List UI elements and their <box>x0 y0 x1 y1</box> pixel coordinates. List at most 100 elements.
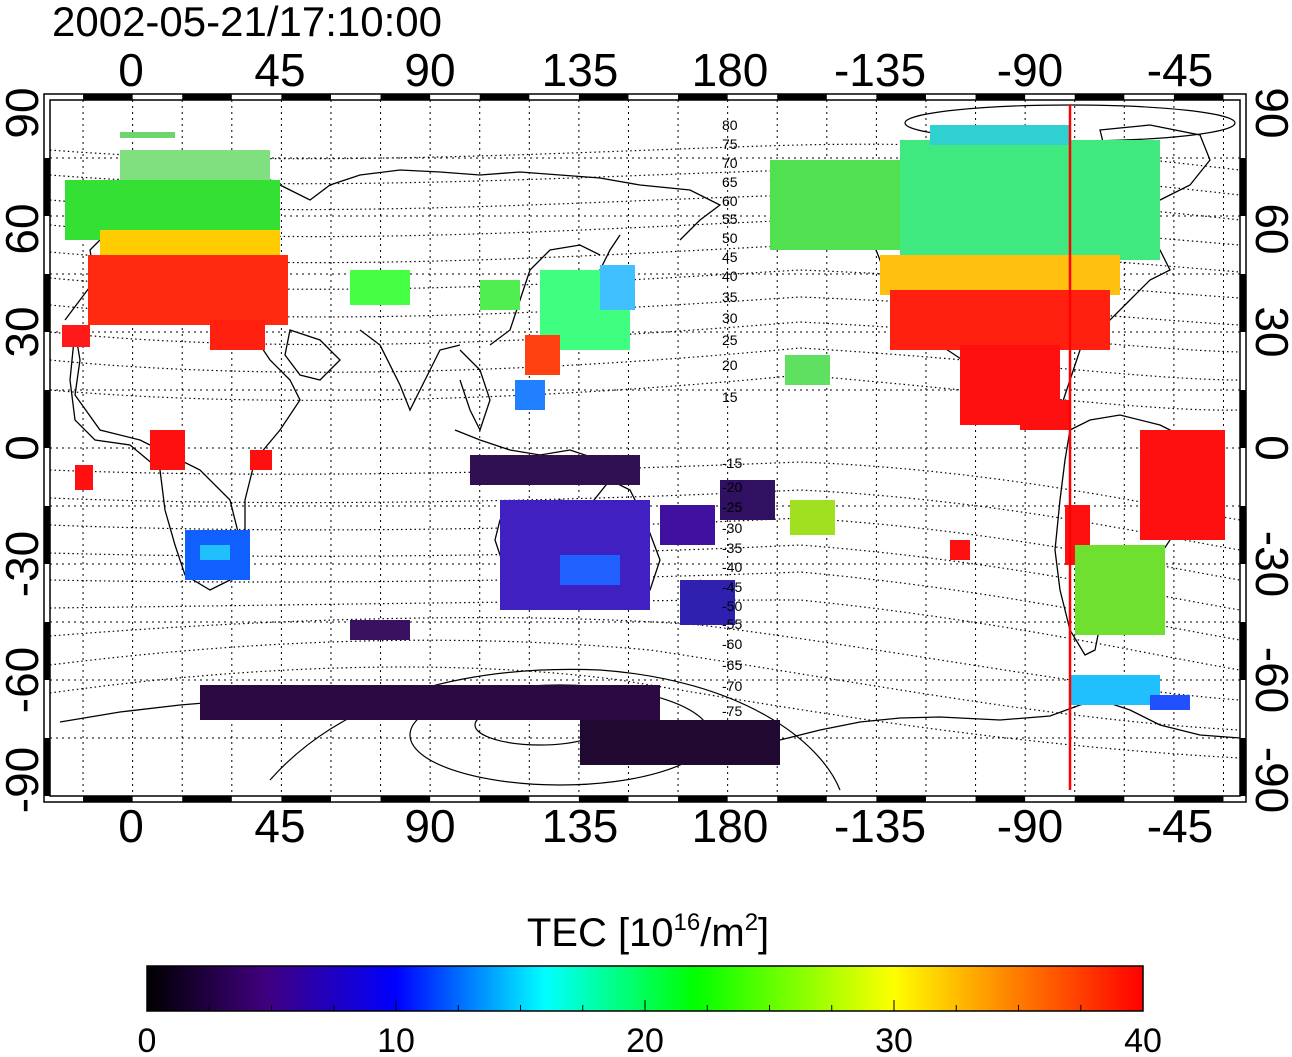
frame-tick-bar <box>1074 796 1125 802</box>
top-lon-label: 45 <box>254 44 305 96</box>
tec-patch <box>770 160 900 250</box>
frame-tick-bar <box>281 94 331 100</box>
tec-patch <box>100 230 280 255</box>
mag-lat-label: -35 <box>722 540 742 556</box>
tec-patch <box>560 555 620 585</box>
tec-patch <box>1075 545 1165 635</box>
tec-patch <box>900 140 1160 260</box>
bottom-lon-labels: 0 45 90 135 180 -135 -90 -45 <box>118 800 1213 852</box>
mag-lat-label: 45 <box>722 249 738 265</box>
mag-lat-label: -25 <box>722 499 742 515</box>
tec-patch <box>790 500 835 535</box>
frame-tick-bar <box>44 390 50 448</box>
frame-tick-bar <box>876 796 926 802</box>
mag-lat-label: 65 <box>722 174 738 190</box>
frame-tick-bar <box>182 94 232 100</box>
left-lat-label: 30 <box>0 306 48 357</box>
top-lon-label: -90 <box>997 44 1063 96</box>
frame-tick-bar <box>44 274 50 332</box>
mag-lat-labels-south: -15 -20 -25 -30 -35 -40 -45 -50 -55 -60 … <box>722 455 742 719</box>
bottom-lon-label: -135 <box>834 800 926 852</box>
tec-patch <box>200 545 230 560</box>
tec-patch <box>1140 430 1225 540</box>
map-title: 2002-05-21/17:10:00 <box>52 0 442 45</box>
top-lon-label: 0 <box>118 44 144 96</box>
bottom-lon-label: 45 <box>254 800 305 852</box>
left-lat-label: 0 <box>0 435 48 461</box>
bottom-lon-label: 180 <box>692 800 769 852</box>
bottom-lon-label: 90 <box>404 800 455 852</box>
mag-lat-labels-north: 80 75 70 65 60 55 50 45 40 35 30 25 20 1… <box>722 117 738 405</box>
colorbar-gradient <box>146 965 1144 1012</box>
tec-patch <box>515 380 545 410</box>
bottom-lon-label: 135 <box>542 800 619 852</box>
tec-patch <box>1070 675 1160 705</box>
frame-tick-bar <box>975 796 1026 802</box>
tec-patch <box>210 320 265 350</box>
frame-tick-bar <box>83 796 133 802</box>
left-lat-labels: 90 60 30 0 -30 -60 -90 <box>0 87 48 813</box>
tec-patch <box>200 685 660 720</box>
tec-patch <box>150 430 185 470</box>
right-lat-label: 30 <box>1246 306 1292 357</box>
tec-patch <box>600 265 635 310</box>
frame-tick-bar <box>44 738 50 796</box>
map-panel: 80 75 70 65 60 55 50 45 40 35 30 25 20 1… <box>50 100 1240 796</box>
colorbar-tick-label: 30 <box>875 1022 913 1057</box>
left-lat-label: -90 <box>0 747 48 813</box>
mag-lat-label: -60 <box>722 636 742 652</box>
map-frame <box>43 93 1247 803</box>
mag-lat-label: 15 <box>722 389 738 405</box>
mag-lat-label: -75 <box>722 703 742 719</box>
right-lat-label: 90 <box>1246 87 1292 138</box>
mag-lat-label: -65 <box>722 657 742 673</box>
mag-lat-label: -40 <box>722 559 742 575</box>
tec-patch <box>350 620 410 640</box>
frame-tick-bar <box>1074 94 1125 100</box>
right-lat-label: -60 <box>1246 647 1292 713</box>
tec-patch <box>660 505 715 545</box>
left-lat-label: 60 <box>0 203 48 254</box>
frame-tick-bar <box>1173 796 1224 802</box>
right-lat-label: 0 <box>1246 435 1292 461</box>
left-lat-label: 90 <box>0 87 48 138</box>
mag-lat-label: -45 <box>722 579 742 595</box>
top-lon-label: 135 <box>542 44 619 96</box>
colorbar-tick-label: 20 <box>626 1022 664 1057</box>
frame-tick-bar <box>182 796 232 802</box>
left-lat-label: -60 <box>0 647 48 713</box>
mag-lat-label: 50 <box>722 230 738 246</box>
arabia-coast <box>284 329 341 381</box>
colorbar-tick-label: 0 <box>138 1022 157 1057</box>
right-lat-labels: 90 60 30 0 -30 -60 -90 <box>1246 87 1292 813</box>
mag-lat-label: -70 <box>722 678 742 694</box>
bottom-lon-label: 0 <box>118 800 144 852</box>
top-lon-label: -135 <box>834 44 926 96</box>
tec-patch <box>930 125 1070 145</box>
mag-lat-label: 20 <box>722 357 738 373</box>
frame-tick-bar <box>380 796 431 802</box>
mag-lat-label: 40 <box>722 268 738 284</box>
frame-tick-bar <box>479 796 530 802</box>
mag-lat-label: -30 <box>722 520 742 536</box>
frame-tick-bar <box>44 506 50 564</box>
bottom-lon-label: -90 <box>997 800 1063 852</box>
tec-patch <box>250 450 272 470</box>
colorbar-tick-label: 40 <box>1124 1022 1162 1057</box>
frame-tick-bar <box>578 94 629 100</box>
mag-lat-label: -15 <box>722 455 742 471</box>
frame-tick-bar <box>777 796 827 802</box>
top-lon-label: 90 <box>404 44 455 96</box>
frame-tick-bar <box>678 94 728 100</box>
tec-patch <box>480 280 520 310</box>
mag-lat-label: 75 <box>722 136 738 152</box>
mag-lat-label: 30 <box>722 310 738 326</box>
frame-tick-bar <box>1240 274 1246 332</box>
frame-tick-bar <box>1240 622 1246 680</box>
frame-tick-bar <box>1240 390 1246 448</box>
frame-tick-bar <box>1240 158 1246 216</box>
frame-tick-bar <box>44 158 50 216</box>
frame-tick-bar <box>281 796 331 802</box>
frame-tick-bar <box>1173 94 1224 100</box>
